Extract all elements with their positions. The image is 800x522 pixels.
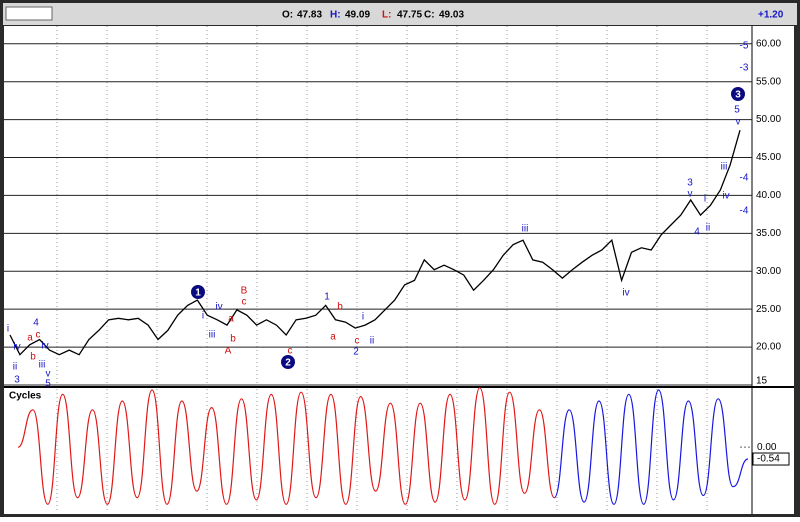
ohlc-value: 47.83 [297, 10, 322, 21]
header-bar [3, 3, 797, 25]
wave-label: A [225, 346, 232, 357]
wave-label: v [46, 369, 51, 380]
wave-label: ii [370, 336, 374, 347]
wave-label: iv [622, 288, 629, 299]
ohlc-label: O: [282, 10, 293, 21]
wave-label: iii [209, 330, 216, 341]
wave-circle [731, 87, 745, 101]
symbol-box [5, 6, 53, 21]
wave-label: iv [215, 302, 222, 313]
wave-label: iii [39, 360, 46, 371]
wave-label: 5 [734, 105, 740, 116]
ohlc-value: 49.03 [439, 10, 464, 21]
ohlc-label: L: [382, 10, 391, 21]
wave-label: 3 [14, 375, 20, 386]
last-value-box [752, 452, 790, 466]
cycle-line [17, 387, 555, 505]
wave-label: 5 [45, 379, 51, 390]
y-tick-label: 30.00 [756, 266, 781, 277]
y-tick-label: 0.00 [757, 442, 777, 453]
y-tick-label: 20.00 [756, 342, 781, 353]
wave-label: 1 [195, 288, 201, 299]
wave-label: i [704, 194, 706, 205]
cycle-line [568, 389, 749, 505]
wave-label: ii [706, 223, 710, 234]
wave-label: -4 [740, 206, 749, 217]
wave-label: i [362, 312, 364, 323]
plot-background [4, 26, 794, 514]
wave-label: a [27, 333, 33, 344]
y-tick-label: 60.00 [756, 38, 781, 49]
ohlc-label: C: [424, 10, 435, 21]
cycle-joint [553, 409, 570, 499]
wave-label: iii [522, 224, 529, 235]
wave-label: 1 [324, 292, 330, 303]
wave-label: -3 [740, 63, 749, 74]
y-tick-label: 45.00 [756, 152, 781, 163]
wave-circle [281, 355, 295, 369]
cycles-title: Cycles [9, 391, 42, 402]
wave-label: a [228, 314, 234, 325]
y-tick-label: 15 [756, 376, 768, 387]
y-tick-label: 25.00 [756, 304, 781, 315]
wave-label: -5 [740, 41, 749, 52]
last-value-label: -0.54 [757, 454, 780, 465]
ohlc-value: 47.75 [397, 10, 422, 21]
wave-label: i [202, 311, 204, 322]
wave-circle [191, 285, 205, 299]
wave-label: i [7, 324, 9, 335]
ohlc-value: 49.09 [345, 10, 370, 21]
wave-label: iv [13, 342, 20, 353]
wave-label: b [30, 352, 36, 363]
wave-label: c [242, 297, 247, 308]
wave-label: v [688, 189, 693, 200]
y-tick-label: 55.00 [756, 76, 781, 87]
wave-label: 4 [33, 318, 39, 329]
wave-label: iv [41, 341, 48, 352]
wave-label: 3 [735, 90, 741, 101]
y-tick-label: 50.00 [756, 114, 781, 125]
wave-label: iii [721, 162, 728, 173]
wave-label: B [241, 286, 248, 297]
wave-label: iv [722, 191, 729, 202]
wave-label: 2 [285, 358, 291, 369]
wave-label: v [736, 117, 741, 128]
wave-label: 2 [353, 347, 359, 358]
wave-label: 4 [694, 227, 700, 238]
wave-label: c [288, 346, 293, 357]
wave-label: c [36, 330, 41, 341]
wave-label: ii [13, 362, 17, 373]
wave-label: 3 [687, 178, 693, 189]
wave-label: -4 [740, 173, 749, 184]
change-value: +1.20 [758, 10, 784, 21]
wave-label: a [330, 332, 336, 343]
y-tick-label: 35.00 [756, 228, 781, 239]
wave-label: b [337, 302, 343, 313]
wave-label: b [230, 334, 236, 345]
wave-label: c [355, 336, 360, 347]
y-tick-label: 40.00 [756, 190, 781, 201]
ohlc-label: H: [330, 10, 341, 21]
price-line [9, 130, 741, 356]
